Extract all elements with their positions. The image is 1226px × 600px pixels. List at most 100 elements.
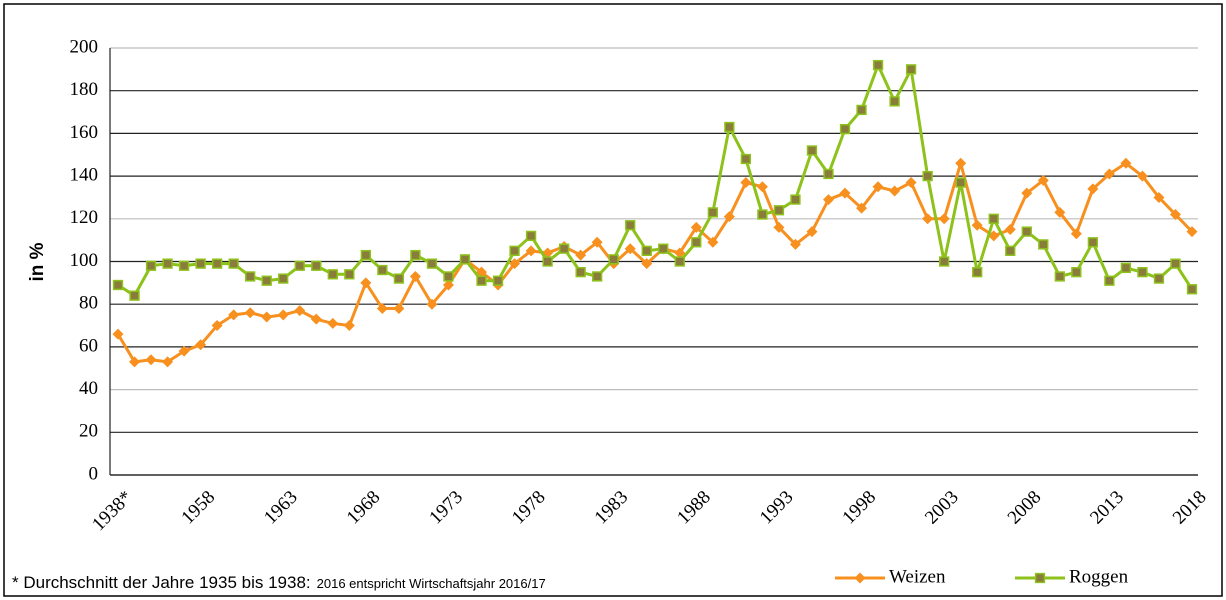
data-point: [442, 279, 454, 291]
data-point: [261, 275, 272, 286]
legend-label: Roggen: [1069, 566, 1129, 587]
data-point: [789, 238, 801, 250]
data-point: [1153, 191, 1165, 203]
x-tick-label: 1938*: [88, 487, 136, 535]
data-point: [162, 356, 174, 368]
data-point: [1169, 209, 1181, 221]
data-point: [773, 221, 785, 233]
x-tick-label: 1978: [508, 487, 550, 529]
x-tick-label: 1993: [756, 487, 798, 529]
x-tick-label: 2013: [1086, 487, 1128, 529]
data-point: [228, 258, 239, 269]
data-point: [459, 254, 471, 265]
data-point: [343, 320, 355, 332]
data-point: [1153, 273, 1165, 284]
data-point: [674, 247, 686, 259]
data-point: [393, 273, 405, 284]
data-point: [823, 168, 834, 180]
y-tick-label: 100: [70, 250, 99, 271]
data-point: [261, 311, 273, 323]
x-tick-label: 2018: [1169, 487, 1211, 529]
x-tick-label: 1988: [673, 487, 715, 529]
data-point: [658, 243, 669, 254]
data-point: [939, 256, 950, 267]
data-point: [112, 279, 124, 291]
x-tick-label: 1998: [838, 487, 880, 529]
data-point: [558, 243, 570, 254]
legend-marker: [854, 572, 866, 584]
data-point: [409, 270, 421, 282]
data-point: [971, 219, 983, 231]
x-tick-label: 2008: [1004, 487, 1046, 529]
data-point: [178, 260, 190, 271]
data-point: [1170, 258, 1181, 269]
data-point: [311, 260, 322, 271]
data-point: [707, 236, 719, 248]
data-point: [641, 245, 652, 256]
data-point: [806, 226, 818, 238]
data-point: [905, 64, 917, 75]
data-point: [839, 123, 851, 135]
data-point: [724, 121, 735, 133]
data-point: [195, 339, 207, 351]
data-point: [641, 258, 653, 270]
data-point: [360, 277, 372, 289]
legend-label: Weizen: [889, 566, 946, 587]
data-point: [1186, 284, 1198, 295]
data-point: [988, 213, 999, 224]
data-point: [856, 202, 868, 214]
data-point: [922, 213, 934, 225]
data-point: [443, 271, 454, 282]
data-point: [112, 328, 124, 340]
data-point: [624, 243, 636, 255]
data-point: [1021, 187, 1033, 199]
data-point: [542, 256, 553, 267]
y-tick-label: 120: [70, 207, 99, 228]
data-point: [211, 320, 223, 332]
data-point: [344, 269, 355, 280]
data-point: [1071, 267, 1082, 278]
y-tick-label: 0: [89, 463, 99, 484]
data-point: [129, 356, 141, 368]
data-point: [707, 207, 718, 218]
data-point: [1021, 226, 1032, 237]
data-point: [145, 354, 157, 366]
y-tick-label: 80: [79, 293, 98, 314]
data-point: [1120, 157, 1132, 169]
data-point: [294, 305, 306, 317]
data-point: [1087, 183, 1099, 195]
data-point: [938, 213, 950, 225]
data-point: [1186, 226, 1198, 238]
data-point: [905, 177, 917, 189]
data-point: [889, 96, 900, 107]
data-point: [509, 258, 521, 270]
data-point: [244, 307, 256, 319]
data-point: [294, 260, 305, 271]
data-point: [575, 267, 586, 278]
data-point: [277, 309, 289, 321]
y-tick-label: 200: [70, 36, 99, 57]
data-point: [327, 317, 339, 329]
data-point: [922, 170, 933, 182]
x-tick-label: 2003: [921, 487, 963, 529]
data-point: [393, 302, 405, 314]
x-tick-label: 1983: [591, 487, 633, 529]
data-point: [1037, 174, 1049, 186]
data-point: [278, 273, 289, 284]
data-point: [790, 194, 801, 205]
data-point: [1136, 170, 1148, 182]
data-point: [756, 181, 768, 193]
data-point: [509, 245, 520, 256]
data-point: [376, 302, 388, 314]
data-point: [773, 205, 785, 216]
data-point: [839, 187, 851, 199]
data-point: [492, 275, 504, 286]
data-point: [426, 298, 438, 310]
y-tick-label: 40: [79, 378, 98, 399]
data-point: [806, 145, 818, 156]
data-point: [872, 181, 884, 193]
data-point: [1005, 245, 1016, 256]
data-point: [162, 258, 173, 269]
x-tick-label: 1958: [177, 487, 219, 529]
